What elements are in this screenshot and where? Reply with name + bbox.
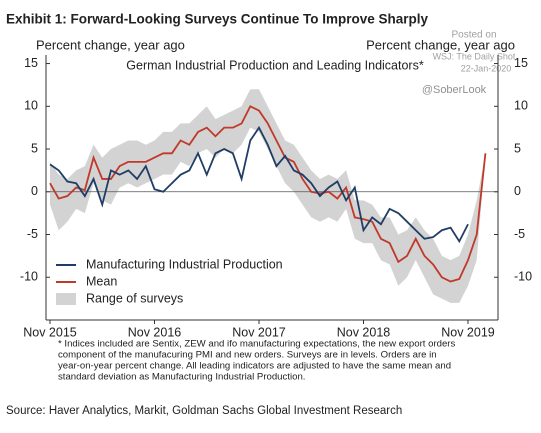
y-tick-label: 5 xyxy=(31,141,38,155)
legend-label: Manufacturing Industrial Production xyxy=(86,257,283,271)
y2-tick-label: 0 xyxy=(514,184,521,198)
y2-axis-label: Percent change, year ago xyxy=(366,37,515,52)
footnote: year-on-year percent change. All leading… xyxy=(58,361,451,372)
y-tick-label: 0 xyxy=(31,184,38,198)
x-tick-label: Nov 2015 xyxy=(23,325,77,339)
source: Source: Haver Analytics, Markit, Goldman… xyxy=(6,405,402,417)
footnote: * Indices included are Sentix, ZEW and i… xyxy=(58,339,455,350)
y2-tick-label: -10 xyxy=(514,270,532,284)
y-tick-label: 10 xyxy=(24,99,38,113)
x-tick-label: Nov 2018 xyxy=(337,325,391,339)
footnote: component of the manufacuring PMI and ne… xyxy=(58,350,437,361)
watermark: Posted on xyxy=(451,30,496,41)
y2-tick-label: 10 xyxy=(514,99,528,113)
y2-tick-label: -5 xyxy=(514,227,525,241)
x-tick-label: Nov 2017 xyxy=(232,325,286,339)
x-tick-label: Nov 2019 xyxy=(441,325,495,339)
legend-label: Mean xyxy=(86,274,117,288)
y-tick-label: -10 xyxy=(20,270,38,284)
notes: * Indices included are Sentix, ZEW and i… xyxy=(58,339,455,383)
x-tick-label: Nov 2016 xyxy=(128,325,182,339)
plot-area: 15 10 5 0 -5 -10 15 10 5 0 -5 -10 Nov 2015 Nov 2016 No… xyxy=(20,55,532,339)
watermark: 22-Jan-2020 xyxy=(461,63,512,73)
footnote: standard deviation as Manufacturing Indu… xyxy=(58,372,305,383)
watermark: @SoberLook xyxy=(422,84,487,96)
series-line xyxy=(49,105,487,283)
legend-swatch xyxy=(56,293,76,305)
legend-label: Range of surveys xyxy=(86,291,183,305)
series-line xyxy=(49,125,469,244)
watermark: WSJ: The Daily Shot xyxy=(433,51,516,61)
y-tick-label: -5 xyxy=(27,227,38,241)
subtitle: German Industrial Production and Leading… xyxy=(126,58,424,72)
y2-tick-label: 15 xyxy=(514,56,528,70)
chart-title: Exhibit 1: Forward-Looking Surveys Conti… xyxy=(6,12,429,27)
y2-tick-label: 5 xyxy=(514,141,521,155)
range-band xyxy=(50,89,486,303)
y-tick-label: 15 xyxy=(24,56,38,70)
y-axis-label: Percent change, year ago xyxy=(36,37,185,52)
